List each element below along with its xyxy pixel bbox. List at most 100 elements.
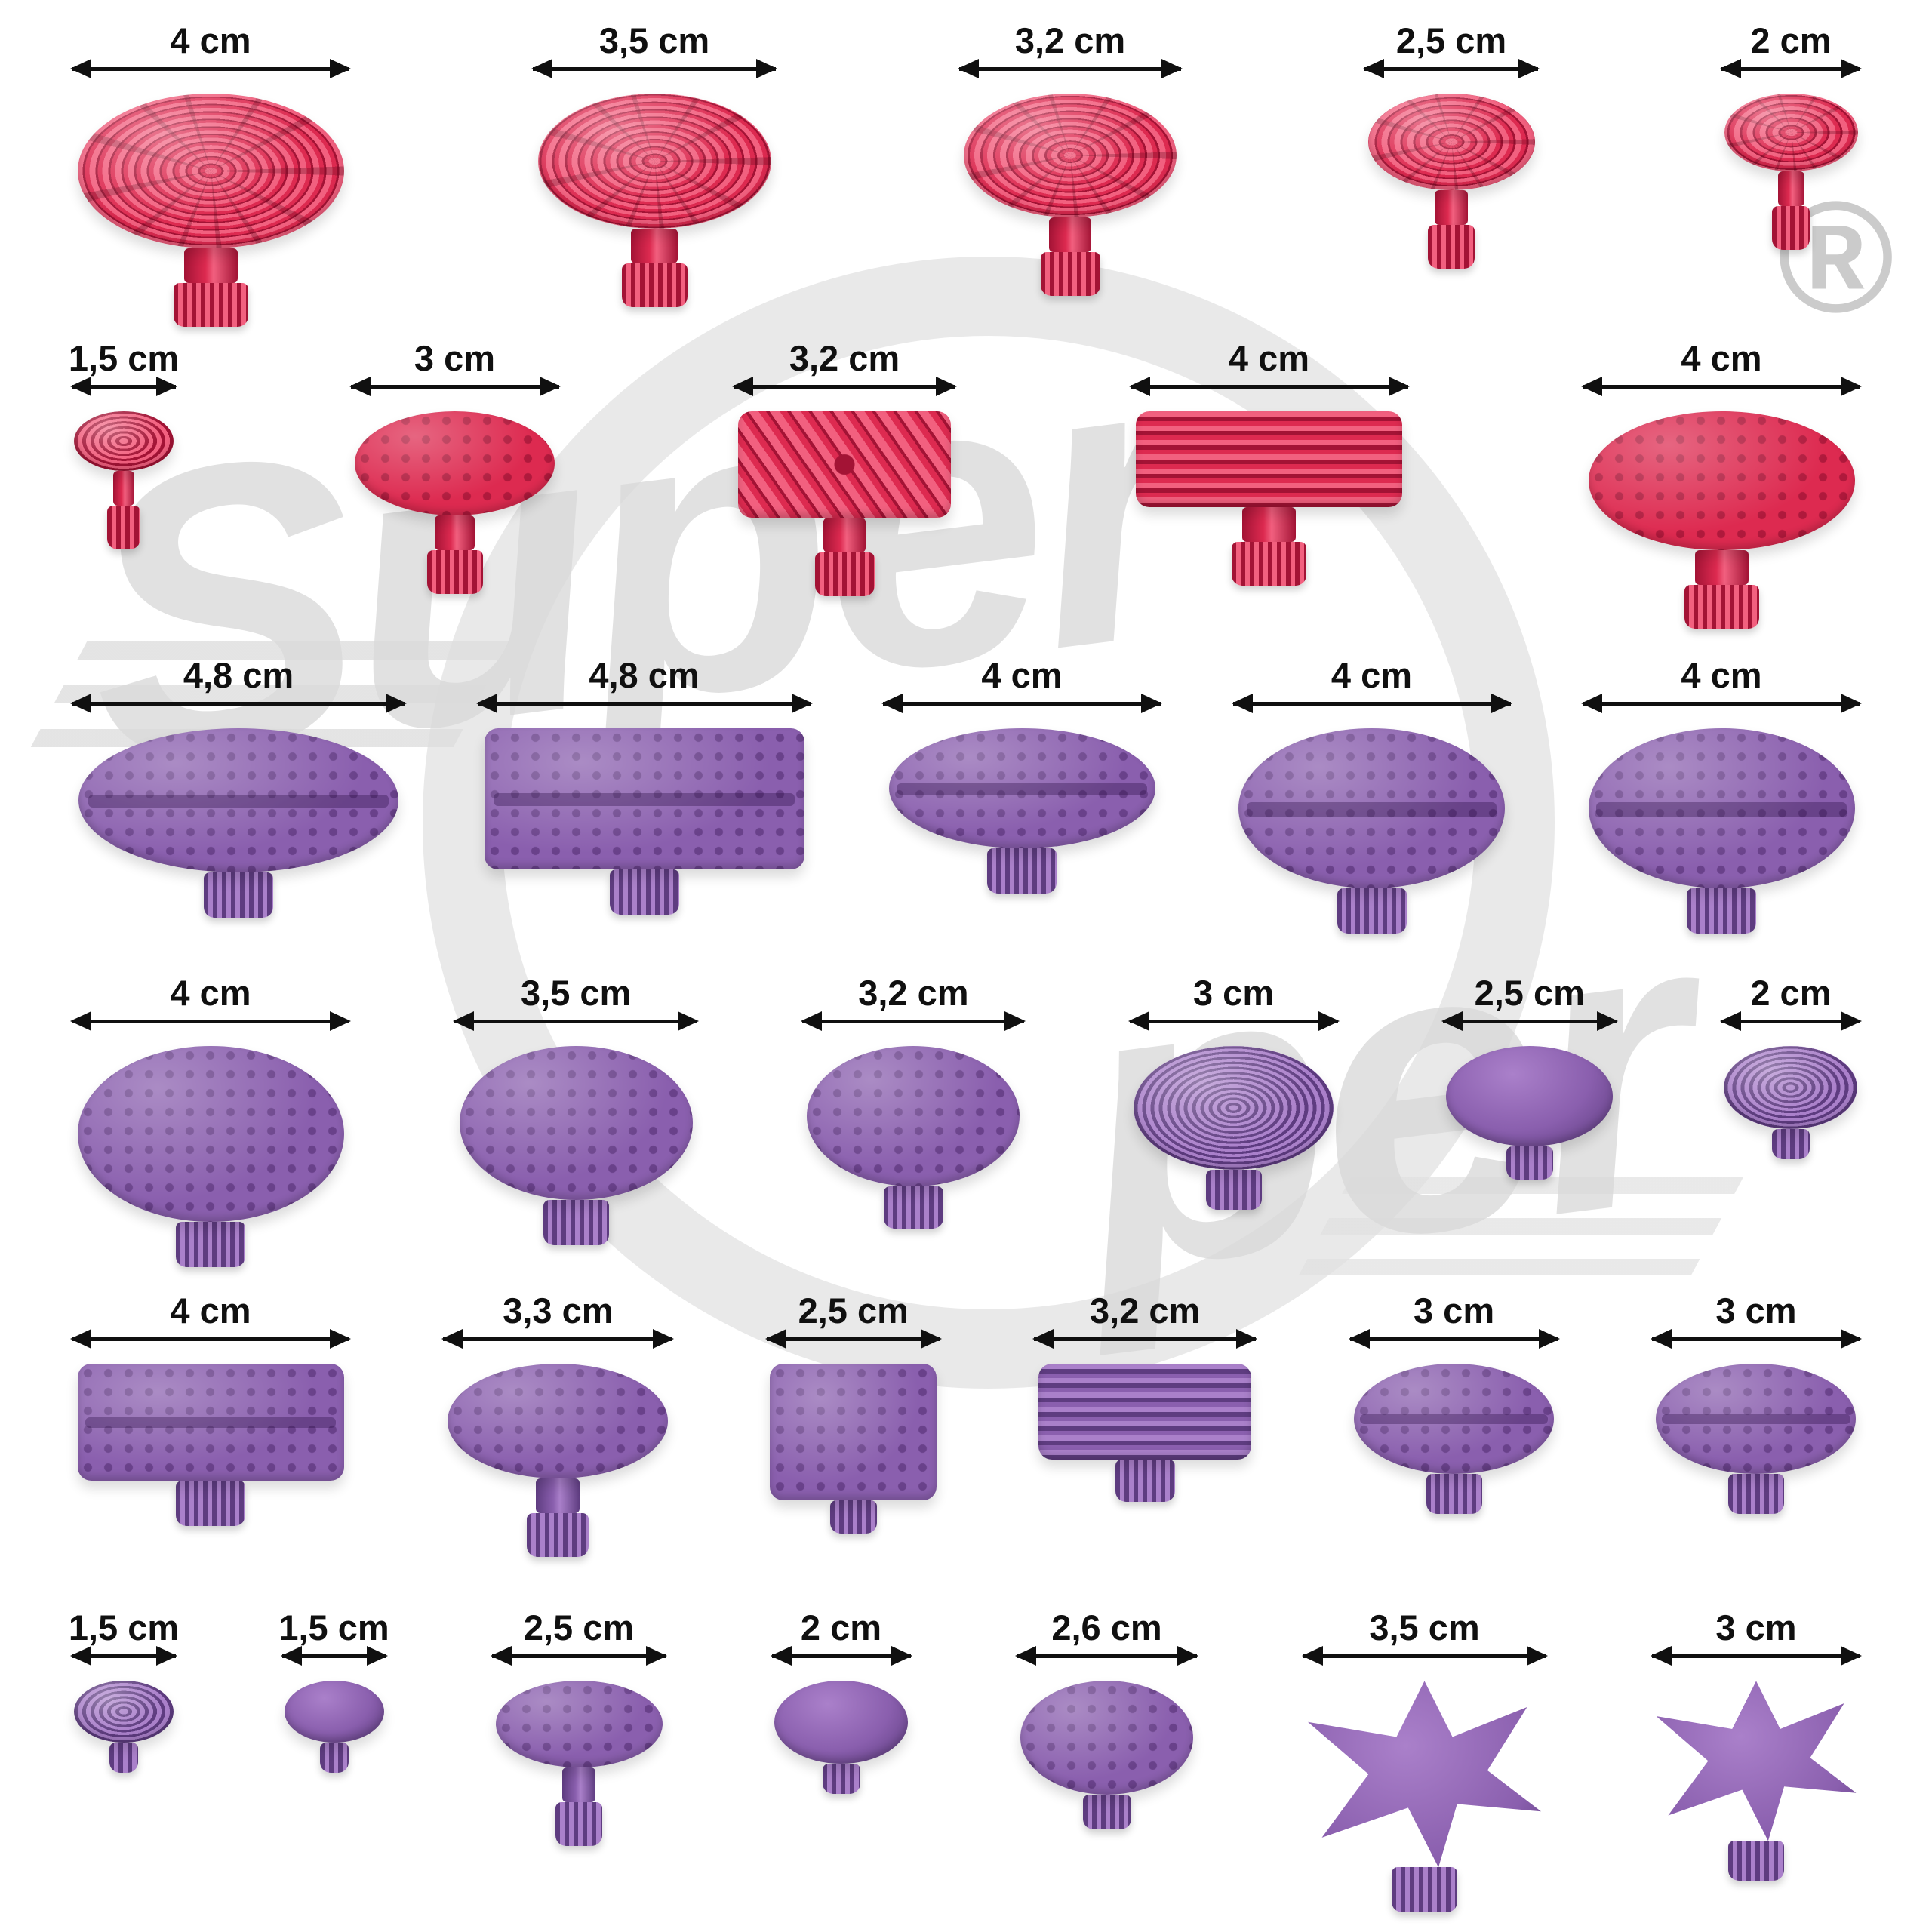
- tab-graphic: [448, 1363, 669, 1557]
- tab-graphic: [495, 1681, 663, 1847]
- tab-top-grooved-disc: [1724, 94, 1858, 171]
- tab-item-purple-dotted-rect: 4,8 cm: [475, 654, 813, 915]
- row-red-round-grooved-tabs: 4 cm 3,5 cm 3,2 cm 2,5 cm 2 cm: [0, 20, 1932, 337]
- tab-graphic: [738, 411, 951, 596]
- size-label: 2,5 cm: [1474, 973, 1585, 1014]
- tab-item-red-grooved-disc: 3,2 cm: [958, 20, 1183, 296]
- dimension-arrow: [1128, 1011, 1340, 1032]
- tab-stem-knurl: [1728, 1841, 1784, 1881]
- dimension-arrow: [958, 59, 1183, 78]
- size-label: 2,6 cm: [1051, 1607, 1162, 1648]
- tab-stem-knurl: [829, 1500, 877, 1534]
- tab-stem-knurl: [1506, 1146, 1553, 1180]
- tab-top-plain-disc: [284, 1681, 384, 1743]
- dimension-arrow: [475, 694, 813, 714]
- tab-item-purple-dotted-disc: 2,6 cm: [1015, 1607, 1198, 1830]
- tab-top-dotted-rect: [484, 728, 804, 870]
- size-label: 1,5 cm: [68, 337, 180, 378]
- size-label: 4,8 cm: [589, 655, 700, 696]
- tab-stem-knurl: [555, 1802, 602, 1847]
- tab-graphic: [1038, 1363, 1252, 1502]
- tab-stem-knurl: [319, 1743, 349, 1774]
- tab-top-dotted-rect: [77, 1363, 344, 1481]
- tab-stem-neck: [1435, 190, 1468, 225]
- size-label: 3 cm: [1715, 1607, 1797, 1648]
- tab-top-dotted-disc: [459, 1046, 693, 1201]
- dimension-arrow: [1128, 376, 1410, 396]
- tab-stem-neck: [1777, 171, 1804, 206]
- size-label: 4 cm: [981, 655, 1063, 696]
- tab-graphic: [1134, 1046, 1334, 1211]
- tab-stem-knurl: [987, 848, 1057, 894]
- tab-item-purple-dotted-disc: 3,5 cm: [453, 972, 700, 1246]
- tab-graphic: [1724, 1046, 1858, 1160]
- tab-top-dotted-oval: [355, 411, 555, 515]
- tab-graphic: [774, 1681, 908, 1795]
- dimension-arrow: [70, 1646, 177, 1666]
- tab-graphic: [1656, 1681, 1857, 1881]
- tab-item-purple-dome-rings: 1,5 cm: [69, 1607, 179, 1774]
- tab-item-red-dotted-oval: 4 cm: [1581, 337, 1862, 629]
- tab-graphic: [74, 1681, 174, 1774]
- tab-graphic: [484, 728, 804, 915]
- size-label: 3,5 cm: [1369, 1607, 1480, 1648]
- dimension-arrow: [1363, 59, 1540, 78]
- size-label: 3,2 cm: [789, 337, 900, 378]
- tab-top-rect-ridged: [1136, 411, 1402, 507]
- dimension-arrow: [1719, 1011, 1862, 1032]
- dimension-arrow: [1441, 1011, 1618, 1032]
- tab-graphic: [77, 1046, 344, 1268]
- tab-top-dotted-disc: [807, 1046, 1020, 1187]
- tab-graphic: [1367, 94, 1535, 269]
- tab-stem-knurl: [621, 263, 688, 307]
- tab-stem-knurl: [1232, 541, 1306, 586]
- dimension-arrow: [1032, 1328, 1258, 1349]
- tab-item-purple-dotted-disc: 4 cm: [70, 972, 351, 1268]
- tab-graphic: [770, 1363, 937, 1534]
- tab-item-purple-dome-rings: 3 cm: [1128, 972, 1340, 1211]
- tab-graphic: [807, 1046, 1020, 1229]
- size-label: 3,5 cm: [521, 973, 632, 1014]
- size-label: 3 cm: [1192, 973, 1275, 1014]
- tab-stem-knurl: [1040, 252, 1100, 296]
- tab-top-dotted-square: [770, 1363, 937, 1500]
- size-label: 4 cm: [1681, 655, 1762, 696]
- tab-item-purple-disc-line: 4 cm: [1231, 654, 1512, 934]
- dimension-arrow: [1720, 59, 1862, 78]
- tab-stem-knurl: [1687, 888, 1756, 934]
- size-label: 3,2 cm: [858, 973, 969, 1014]
- tab-stem-knurl: [527, 1512, 589, 1557]
- tab-stem-knurl: [1082, 1795, 1131, 1830]
- tab-graphic: [77, 94, 344, 327]
- tab-stem-knurl: [1772, 206, 1810, 250]
- tab-stem-knurl: [1337, 888, 1407, 934]
- dimension-arrow: [70, 1011, 351, 1032]
- dimension-arrow: [1015, 1646, 1198, 1666]
- size-label: 1,5 cm: [278, 1607, 389, 1648]
- tab-top-oval-line-wide: [78, 728, 398, 873]
- dimension-arrow: [70, 694, 407, 714]
- tab-top-oval-line: [1656, 1363, 1857, 1474]
- tab-graphic: [77, 1363, 344, 1526]
- dimension-arrow: [1581, 694, 1862, 714]
- tab-stem-neck: [113, 470, 134, 506]
- tab-stem-knurl: [204, 872, 273, 918]
- dimension-arrow: [1231, 694, 1512, 714]
- row-purple-round-tabs: 4 cm 3,5 cm 3,2 cm 3 cm 2,5 cm 2 cm: [0, 972, 1932, 1290]
- tab-top-grooved-disc: [964, 94, 1177, 217]
- size-label: 3 cm: [1715, 1290, 1797, 1331]
- tab-stem-knurl: [1205, 1170, 1262, 1211]
- tab-stem-knurl: [543, 1200, 609, 1246]
- tab-top-oval-line: [1354, 1363, 1555, 1474]
- size-label: 4 cm: [170, 20, 251, 60]
- tab-stem-knurl: [1771, 1129, 1810, 1160]
- tab-top-rect-diagonal: [738, 411, 951, 518]
- tab-graphic: [284, 1681, 384, 1774]
- tab-stem-neck: [1694, 549, 1749, 585]
- tab-item-purple-oval-line-wide: 4,8 cm: [70, 654, 407, 918]
- dimension-arrow: [764, 1328, 942, 1349]
- tab-item-purple-oval-line: 3 cm: [1650, 1290, 1862, 1514]
- tab-stem-knurl: [1727, 1473, 1784, 1514]
- tab-stem-neck: [536, 1478, 580, 1513]
